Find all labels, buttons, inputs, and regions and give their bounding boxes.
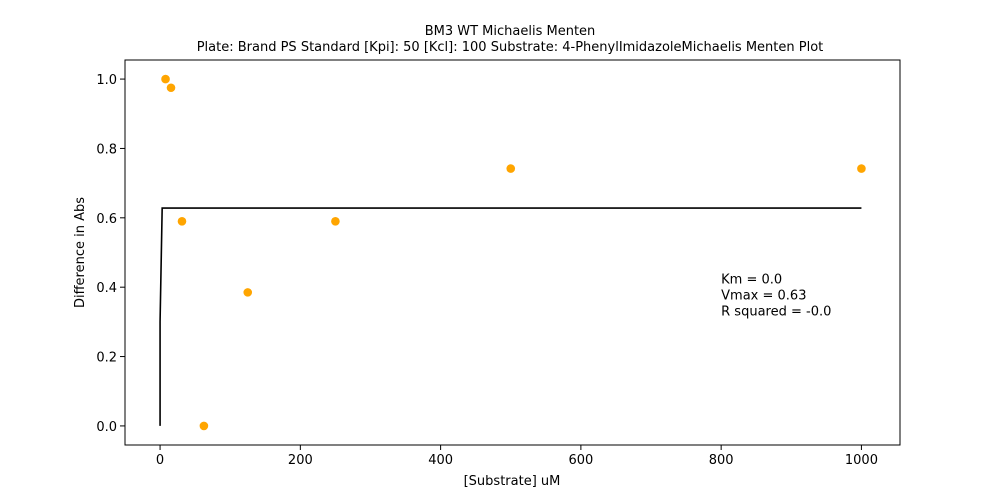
plot-marks — [159, 74, 866, 431]
data-point — [857, 164, 866, 173]
annotation-line: R squared = -0.0 — [721, 305, 831, 320]
annotation-line: Vmax = 0.63 — [721, 289, 806, 304]
y-axis-label: Difference in Abs — [73, 197, 88, 308]
data-point — [177, 216, 187, 226]
fit-curve-line — [159, 207, 862, 426]
data-point — [161, 74, 170, 84]
chart-title: BM3 WT Michaelis Menten — [425, 24, 596, 39]
chart-subtitle: Plate: Brand PS Standard [Kpi]: 50 [Kcl]… — [197, 40, 824, 55]
data-point — [506, 164, 516, 173]
data-point — [199, 421, 209, 431]
annotation-line: Km = 0.0 — [721, 273, 782, 288]
y-tick-label: 0.4 — [96, 281, 117, 296]
x-tick-label: 400 — [428, 453, 453, 468]
x-tick-label: 800 — [709, 453, 734, 468]
x-tick-label: 600 — [568, 453, 593, 468]
x-tick-label: 1000 — [845, 453, 878, 468]
data-point — [243, 288, 253, 297]
data-point — [166, 83, 176, 93]
x-axis-label: [Substrate] uM — [464, 474, 561, 489]
x-tick-label: 0 — [156, 453, 164, 468]
x-tick-label: 200 — [288, 453, 313, 468]
y-tick-label: 0.0 — [96, 420, 117, 435]
axis-ticks: 0 200 400 600 800 1000 0.0 0.2 0.4 0.6 0.8 1.0 — [96, 73, 878, 468]
y-tick-label: 0.6 — [96, 212, 117, 227]
y-tick-label: 1.0 — [96, 73, 117, 88]
data-point — [331, 216, 340, 226]
y-tick-label: 0.2 — [96, 351, 117, 366]
plot-frame — [124, 59, 901, 446]
y-tick-label: 0.8 — [96, 142, 117, 157]
